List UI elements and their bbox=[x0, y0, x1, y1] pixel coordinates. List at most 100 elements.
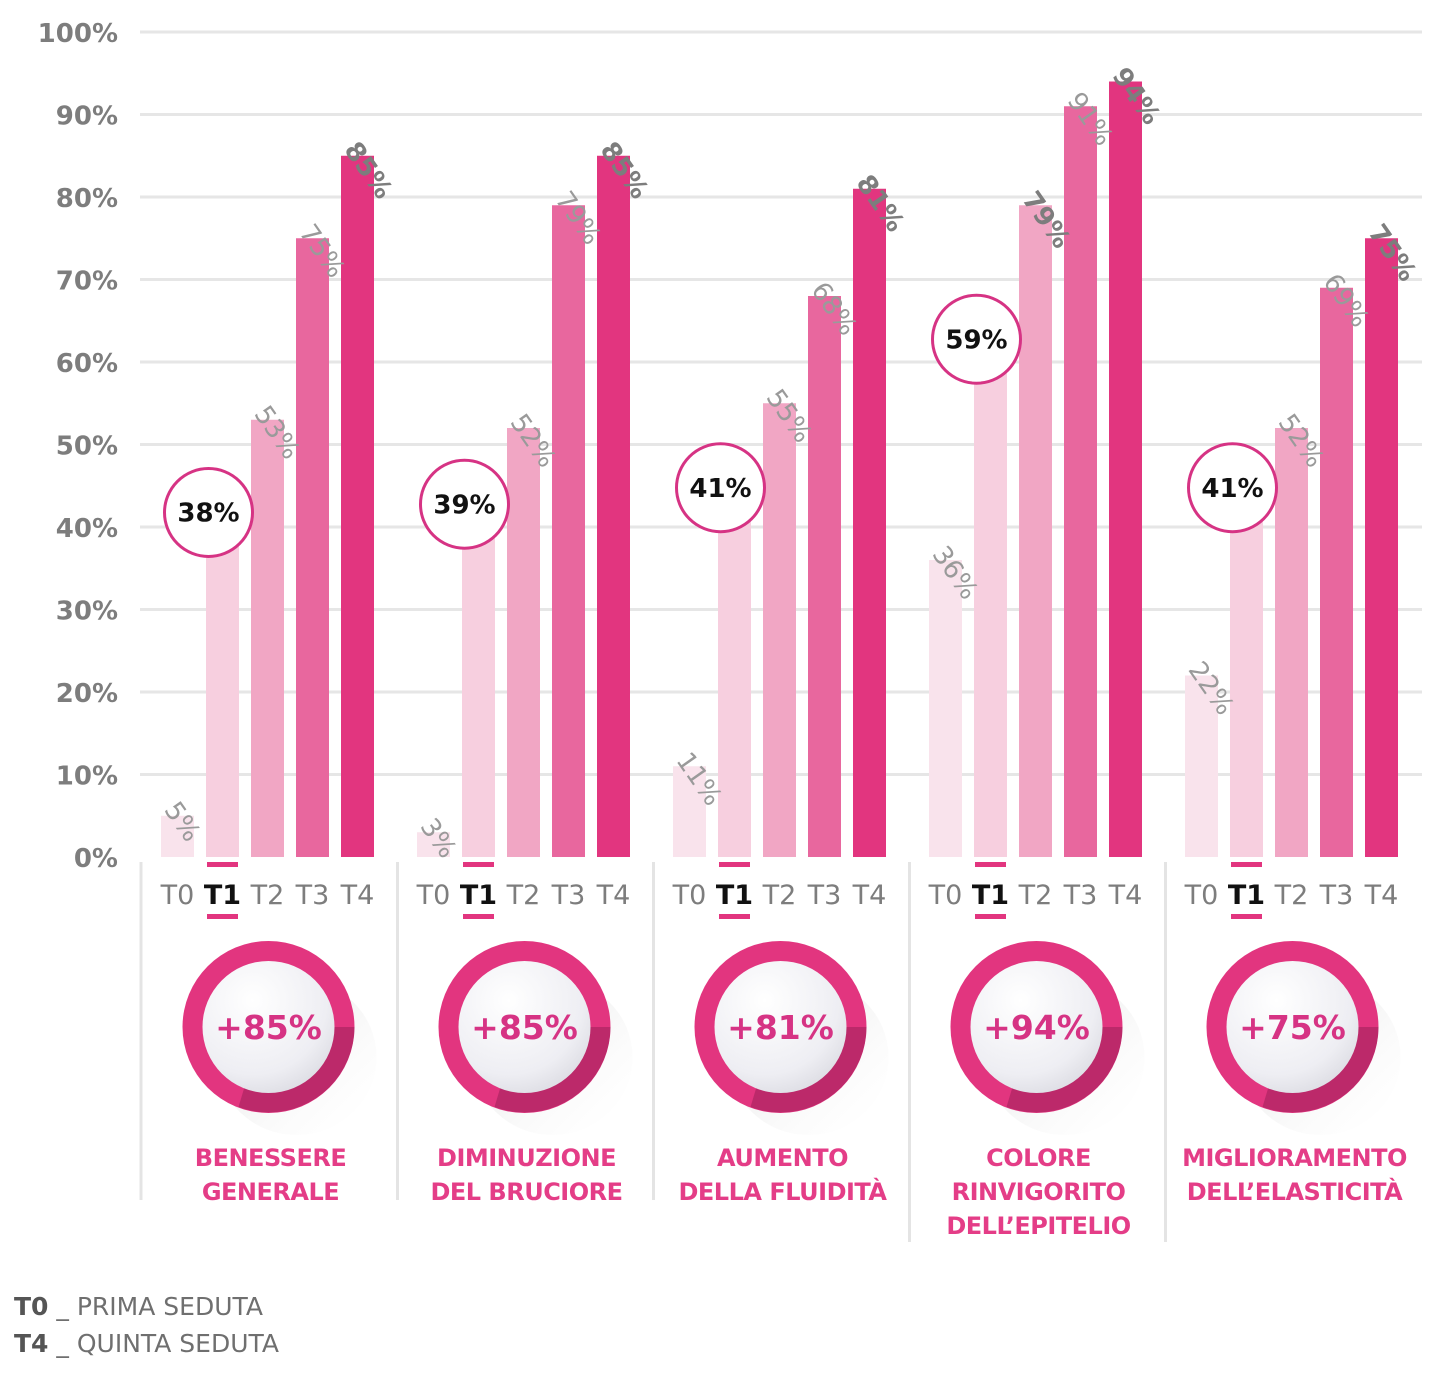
y-tick-label: 60% bbox=[56, 349, 118, 379]
x-tick-label: T3 bbox=[295, 880, 330, 911]
bar bbox=[597, 155, 630, 857]
legend: T0 _ PRIMA SEDUTA T4 _ QUINTA SEDUTA bbox=[14, 1288, 279, 1362]
category-name: DELLA FLUIDITÀ bbox=[678, 1177, 887, 1206]
badge-disc bbox=[714, 961, 847, 1093]
x-tick-label: T0 bbox=[416, 880, 451, 911]
y-tick-label: 30% bbox=[56, 597, 118, 627]
x-tick-label: T1 bbox=[204, 880, 241, 911]
improvement-value: +81% bbox=[727, 1008, 834, 1047]
improvement-value: +85% bbox=[471, 1008, 578, 1047]
bar bbox=[929, 560, 962, 857]
highlight-value-label: 39% bbox=[433, 490, 495, 520]
x-tick-label: T2 bbox=[762, 880, 797, 911]
y-tick-label: 70% bbox=[56, 267, 118, 297]
bar bbox=[161, 815, 194, 857]
badge-ring-shade bbox=[1262, 1027, 1379, 1113]
x-tick-label: T1 bbox=[460, 880, 497, 911]
bar-group: T0 T1 T2 T3 T436%79%91%94%59%+94%COLORERINVI… bbox=[908, 62, 1166, 1242]
category-name: COLORE bbox=[986, 1144, 1091, 1172]
badge-ring-shade bbox=[494, 1027, 611, 1113]
highlight-circle bbox=[163, 467, 254, 558]
highlight-value-label: 59% bbox=[945, 325, 1007, 355]
bar-groups: T0 T1 T2 T3 T45%53%75%85%38%+85%BENESSEREGEN… bbox=[139, 62, 1422, 1242]
x-tick-label: T0 bbox=[672, 880, 707, 911]
highlight-value-label: 41% bbox=[1201, 474, 1263, 504]
bar bbox=[462, 535, 495, 857]
bar bbox=[251, 419, 284, 857]
y-tick-label: 100% bbox=[38, 19, 118, 49]
badge-ring-shade bbox=[1006, 1027, 1123, 1113]
bar bbox=[1275, 428, 1308, 857]
tick-underline bbox=[1231, 862, 1262, 867]
tick-underline bbox=[975, 862, 1006, 867]
bar bbox=[552, 205, 585, 857]
improvement-value: +94% bbox=[983, 1008, 1090, 1047]
category-name: DELL’EPITELIO bbox=[946, 1212, 1130, 1240]
badge-disc bbox=[1226, 961, 1359, 1093]
bar bbox=[1230, 518, 1263, 857]
tick-underline bbox=[207, 862, 238, 867]
y-tick-label: 0% bbox=[74, 844, 118, 874]
bar bbox=[417, 832, 450, 857]
bar bbox=[763, 403, 796, 857]
bar bbox=[1365, 238, 1398, 857]
x-tick-label: T4 bbox=[340, 880, 375, 911]
bar bbox=[1064, 106, 1097, 857]
x-tick-label: T2 bbox=[250, 880, 285, 911]
x-tick-label: T2 bbox=[1018, 880, 1053, 911]
bar bbox=[974, 370, 1007, 857]
category-name: BENESSERE bbox=[195, 1144, 346, 1172]
bar-group: T0 T1 T2 T3 T43%52%79%85%39%+85%DIMINUZIONED… bbox=[396, 137, 654, 1206]
category-name: DELL’ELASTICITÀ bbox=[1187, 1177, 1403, 1206]
y-tick-label: 90% bbox=[56, 102, 118, 132]
y-tick-label: 80% bbox=[56, 184, 118, 214]
x-tick-label: T3 bbox=[1319, 880, 1354, 911]
legend-text: _ QUINTA SEDUTA bbox=[56, 1329, 279, 1358]
improvement-value: +85% bbox=[215, 1008, 322, 1047]
x-tick-label: T2 bbox=[506, 880, 541, 911]
highlight-value-label: 38% bbox=[177, 499, 239, 529]
bar-group: T0 T1 T2 T3 T45%53%75%85%38%+85%BENESSEREGEN… bbox=[158, 137, 398, 1206]
y-tick-label: 20% bbox=[56, 679, 118, 709]
bar bbox=[1320, 287, 1353, 857]
badge-ring-shade bbox=[238, 1027, 355, 1113]
bar bbox=[206, 543, 239, 857]
x-tick-label: T2 bbox=[1274, 880, 1309, 911]
highlight-value-label: 41% bbox=[689, 474, 751, 504]
legend-key: T4 bbox=[14, 1329, 49, 1358]
category-name: RINVIGORITO bbox=[952, 1178, 1126, 1206]
legend-item-t0: T0 _ PRIMA SEDUTA bbox=[14, 1288, 279, 1325]
tick-underline bbox=[719, 862, 750, 867]
x-tick-label: T4 bbox=[1108, 880, 1143, 911]
x-tick-label: T4 bbox=[852, 880, 887, 911]
bar bbox=[1185, 675, 1218, 857]
badge-disc bbox=[458, 961, 591, 1093]
bar bbox=[341, 155, 374, 857]
category-name: GENERALE bbox=[202, 1178, 339, 1206]
bar bbox=[808, 296, 841, 857]
badge-ring-shade bbox=[750, 1027, 867, 1113]
improvement-value: +75% bbox=[1239, 1008, 1346, 1047]
x-tick-label: T1 bbox=[1228, 880, 1265, 911]
bar bbox=[1109, 81, 1142, 857]
bar bbox=[853, 188, 886, 857]
x-tick-label: T0 bbox=[160, 880, 195, 911]
highlight-circle bbox=[931, 293, 1022, 385]
x-tick-label: T1 bbox=[716, 880, 753, 911]
tick-underline bbox=[207, 914, 238, 919]
tick-underline bbox=[463, 914, 494, 919]
legend-text: _ PRIMA SEDUTA bbox=[56, 1292, 263, 1321]
bar bbox=[1019, 205, 1052, 857]
bar-group: T0 T1 T2 T3 T411%55%68%81%41%+81%AUMENTODELL… bbox=[652, 170, 910, 1206]
chart: 0% 10% 20% 30% 40% 50% 60% 70% 80% 90% 100% T0 T1 T2… bbox=[38, 19, 1422, 1242]
highlight-circle bbox=[1187, 442, 1278, 534]
badge-disc bbox=[202, 961, 335, 1093]
highlight-circle bbox=[419, 458, 510, 550]
x-tick-label: T0 bbox=[1184, 880, 1219, 911]
category-name: DEL BRUCIORE bbox=[430, 1178, 622, 1206]
category-name: AUMENTO bbox=[717, 1144, 848, 1172]
bar bbox=[507, 428, 540, 857]
x-tick-label: T3 bbox=[807, 880, 842, 911]
highlight-circle bbox=[675, 442, 766, 534]
tick-underline bbox=[463, 862, 494, 867]
